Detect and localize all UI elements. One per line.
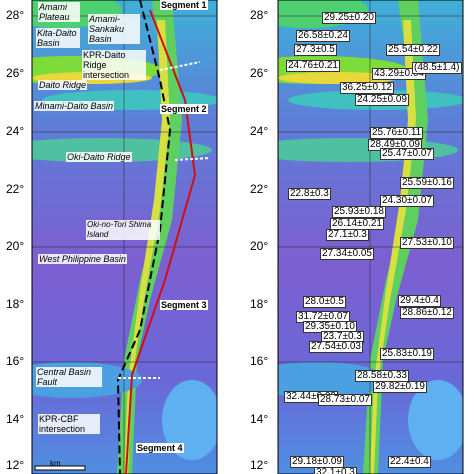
age-label: 22.8±0.3 [288, 188, 331, 200]
place-label: Kita-Daito Basin [36, 28, 80, 48]
latitude-label: 14° [6, 412, 25, 426]
latitude-label: 20° [6, 239, 25, 253]
place-label: KPR-CBF intersection [38, 414, 100, 434]
age-label: 25.76±0.11 [370, 127, 424, 139]
latitude-label: 28° [6, 8, 25, 22]
age-label: 28.86±0.12 [400, 307, 454, 319]
age-label: 29.82±0.19 [373, 381, 427, 393]
age-label: 25.47±0.07 [380, 148, 434, 160]
latitude-label: 22° [250, 182, 269, 196]
age-label: 29.25±0.20 [322, 12, 376, 24]
age-label: 27.34±0.05 [320, 248, 374, 260]
scale-bar [34, 465, 86, 471]
age-label: 24.76±0.21 [286, 60, 340, 72]
age-label: 29.4±0.4 [398, 295, 441, 307]
age-label: 29.18±0.09 [290, 456, 344, 468]
segment-label: Segment 4 [136, 443, 184, 453]
latitude-label: 16° [6, 354, 25, 368]
latitude-label: 28° [250, 8, 269, 22]
age-label: 24.30±0.07 [380, 195, 434, 207]
age-label: 36.25±0.12 [340, 82, 394, 94]
latitude-label: 12° [6, 458, 25, 472]
place-label: Central Basin Fault [36, 367, 102, 387]
place-label: Amami-Sankaku Basin [88, 14, 140, 44]
place-label: KPR-Daito Ridge intersection [82, 50, 146, 80]
latitude-label: 14° [250, 412, 269, 426]
age-label: 28.0±0.5 [303, 296, 346, 308]
age-label: 22.4±0.4 [388, 456, 431, 468]
latitude-label: 26° [6, 66, 25, 80]
place-label: Daito Ridge [38, 80, 88, 90]
place-label: Amami Plateau [38, 2, 80, 22]
age-label: 25.59±0.16 [400, 177, 454, 189]
segment-label: Segment 3 [160, 300, 208, 310]
age-label: 26.58±0.24 [296, 30, 350, 42]
age-label: 32.1±0.3 [314, 467, 357, 474]
age-label: 27.54±0.03 [309, 341, 363, 353]
age-label: 25.93±0.18 [332, 206, 386, 218]
age-label: 27.3±0.5 [294, 44, 337, 56]
segment-lines [116, 0, 211, 474]
latitude-label: 18° [6, 297, 25, 311]
age-label: 27.53±0.10 [400, 237, 454, 249]
segment-label: Segment 2 [160, 104, 208, 114]
latitude-label: 26° [250, 66, 269, 80]
latitude-label: 24° [250, 124, 269, 138]
place-label: Oki-Daito Ridge [66, 152, 132, 162]
age-label: (48.5±1.4) [412, 62, 462, 74]
segment-label: Segment 1 [160, 0, 208, 10]
latitude-label: 16° [250, 354, 269, 368]
latitude-label: 24° [6, 124, 25, 138]
age-label: 25.83±0.19 [380, 348, 434, 360]
place-label: Minami-Daito Basin [34, 101, 115, 111]
latitude-label: 18° [250, 297, 269, 311]
age-label: 28.73±0.07 [318, 394, 372, 406]
place-label: Oki-no-Tori Shima Island [86, 220, 160, 240]
latitude-label: 20° [250, 239, 269, 253]
latitude-label: 22° [6, 182, 25, 196]
age-label: 27.1±0.3 [326, 229, 369, 241]
age-label: 24.25±0.09 [355, 94, 409, 106]
place-label: West Philippine Basin [38, 254, 127, 264]
age-label: 25.54±0.22 [386, 44, 440, 56]
scale-label: km [50, 459, 61, 468]
latitude-label: 12° [250, 458, 269, 472]
